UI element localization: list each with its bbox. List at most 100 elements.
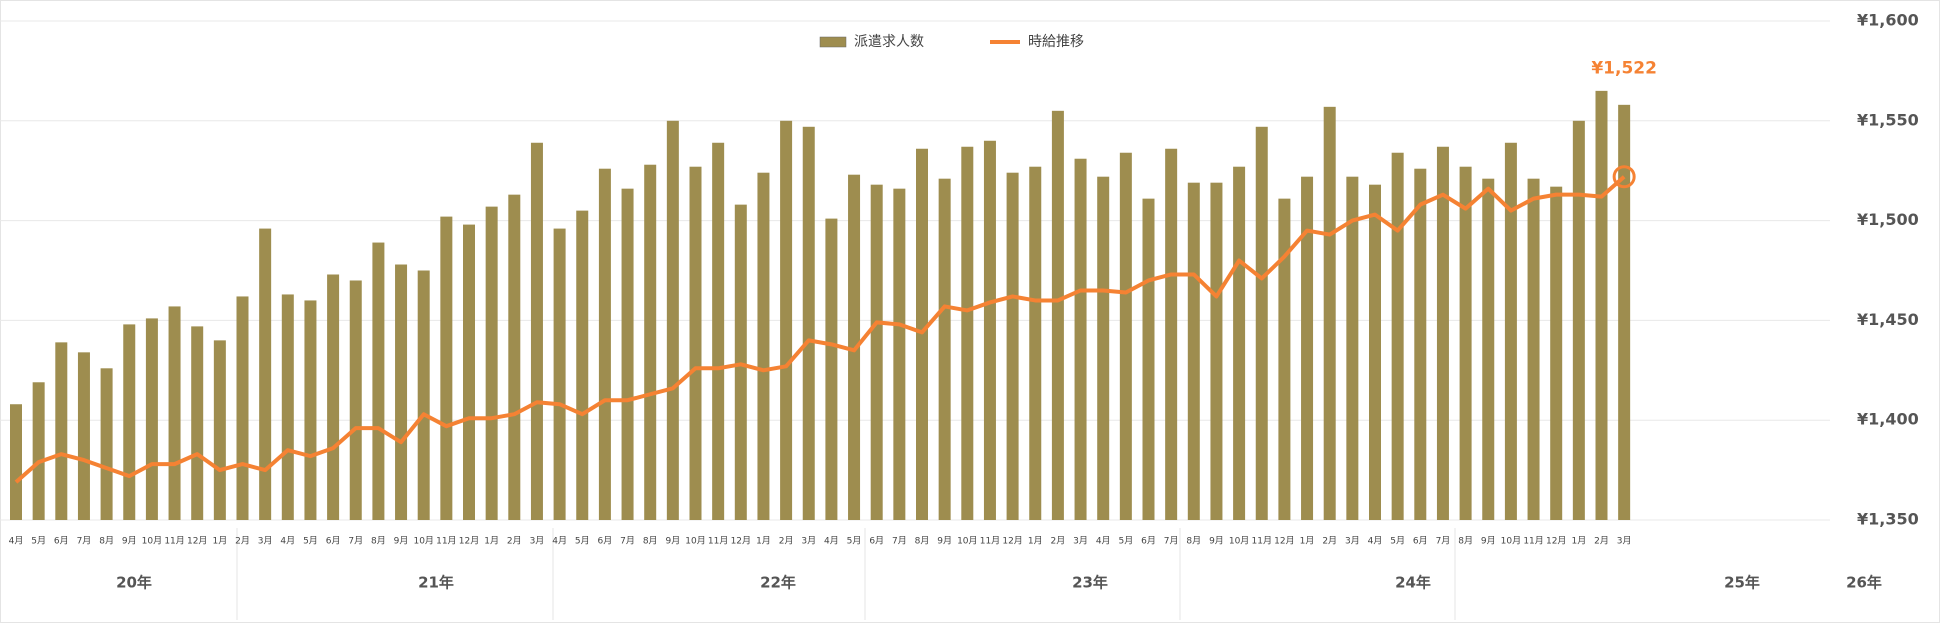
- y-tick-label: ¥1,450: [1857, 310, 1919, 329]
- x-tick-label: 1月: [1300, 536, 1315, 547]
- bar: [191, 326, 204, 520]
- x-tick-label: 9月: [665, 536, 680, 547]
- bar: [281, 294, 294, 520]
- legend-label: 時給推移: [1028, 34, 1084, 50]
- x-tick-label: 2月: [235, 536, 250, 547]
- x-tick-label: 2月: [779, 536, 794, 547]
- x-tick-label: 7月: [1164, 536, 1179, 547]
- bar: [576, 210, 589, 520]
- x-tick-label: 11月: [708, 536, 728, 547]
- bar: [961, 146, 974, 521]
- bar: [236, 296, 249, 520]
- x-tick-label: 5月: [1390, 536, 1405, 547]
- year-label: 25年: [1724, 574, 1760, 592]
- year-label: 20年: [116, 574, 152, 592]
- bar: [870, 184, 883, 520]
- x-tick-label: 12月: [731, 536, 751, 547]
- x-tick-label: 12月: [1546, 536, 1566, 547]
- x-tick-label: 2月: [1322, 536, 1337, 547]
- year-label: 22年: [760, 574, 796, 592]
- x-tick-label: 9月: [122, 536, 137, 547]
- bar: [417, 270, 430, 520]
- bar: [1459, 166, 1472, 520]
- bar: [349, 280, 362, 520]
- x-tick-label: 4月: [824, 536, 839, 547]
- bar: [644, 164, 657, 520]
- x-tick-label: 5月: [303, 536, 318, 547]
- x-tick-label: 4月: [1368, 536, 1383, 547]
- bar: [1346, 176, 1359, 521]
- bar: [1278, 198, 1291, 521]
- y-tick-label: ¥1,500: [1857, 210, 1919, 229]
- x-tick-label: 7月: [620, 536, 635, 547]
- x-tick-label: 6月: [1141, 536, 1156, 547]
- bar: [100, 368, 113, 520]
- x-tick-label: 3月: [1617, 536, 1632, 547]
- x-tick-label: 8月: [371, 536, 386, 547]
- x-tick-label: 8月: [99, 536, 114, 547]
- bar: [1323, 106, 1336, 520]
- x-tick-label: 11月: [1252, 536, 1272, 547]
- bar: [666, 120, 679, 521]
- x-tick-label: 5月: [847, 536, 862, 547]
- bar: [530, 142, 543, 521]
- x-tick-label: 10月: [413, 536, 433, 547]
- bar: [1097, 176, 1110, 521]
- x-tick-label: 8月: [643, 536, 658, 547]
- y-tick-label: ¥1,400: [1857, 410, 1919, 429]
- bar: [1504, 142, 1517, 521]
- bar: [485, 206, 498, 521]
- bar: [463, 224, 475, 521]
- bar: [825, 218, 838, 520]
- x-tick-label: 5月: [575, 536, 590, 547]
- x-tick-label: 8月: [1186, 536, 1201, 547]
- x-tick-label: 4月: [9, 536, 24, 547]
- x-tick-label: 2月: [507, 536, 522, 547]
- bar: [938, 178, 951, 520]
- year-label: 21年: [418, 574, 454, 592]
- bar: [757, 172, 770, 521]
- year-label: 23年: [1072, 574, 1108, 592]
- bar: [508, 194, 521, 521]
- line: [14, 175, 1626, 484]
- data-label: ¥1,522: [1591, 59, 1657, 79]
- x-tick-label: 6月: [869, 536, 884, 547]
- bar: [304, 300, 317, 520]
- x-tick-label: 7月: [348, 536, 363, 547]
- bar: [168, 306, 181, 520]
- year-label: 26年: [1846, 574, 1882, 592]
- bar: [55, 342, 68, 520]
- x-tick-label: 10月: [142, 536, 162, 547]
- bar: [77, 352, 90, 520]
- x-tick-label: 12月: [1002, 536, 1022, 547]
- bar: [802, 126, 815, 521]
- x-tick-label: 1月: [212, 536, 227, 547]
- x-tick-label: 9月: [1209, 536, 1224, 547]
- x-tick-label: 10月: [1229, 536, 1249, 547]
- x-tick-label: 1月: [756, 536, 771, 547]
- x-tick-label: 3月: [1345, 536, 1360, 547]
- bar: [123, 324, 136, 520]
- x-tick-label: 1月: [1028, 536, 1043, 547]
- bar: [1482, 178, 1495, 520]
- bar: [1142, 198, 1155, 521]
- x-tick-label: 10月: [685, 536, 705, 547]
- bar: [10, 404, 22, 520]
- bar: [327, 274, 340, 520]
- x-tick-label: 10月: [957, 536, 977, 547]
- bar: [780, 120, 793, 521]
- x-tick-label: 3月: [258, 536, 273, 547]
- year-label: 24年: [1395, 574, 1431, 592]
- bar: [1006, 172, 1019, 521]
- bar: [1074, 158, 1087, 520]
- x-tick-label: 12月: [459, 536, 479, 547]
- x-tick-label: 10月: [1501, 536, 1521, 547]
- bar: [712, 142, 725, 521]
- x-tick-label: 4月: [280, 536, 295, 547]
- x-tick-label: 1月: [1571, 536, 1586, 547]
- x-tick-label: 7月: [1436, 536, 1451, 547]
- x-tick-label: 11月: [980, 536, 1000, 547]
- x-tick-label: 6月: [1413, 536, 1428, 547]
- bar: [1233, 166, 1246, 520]
